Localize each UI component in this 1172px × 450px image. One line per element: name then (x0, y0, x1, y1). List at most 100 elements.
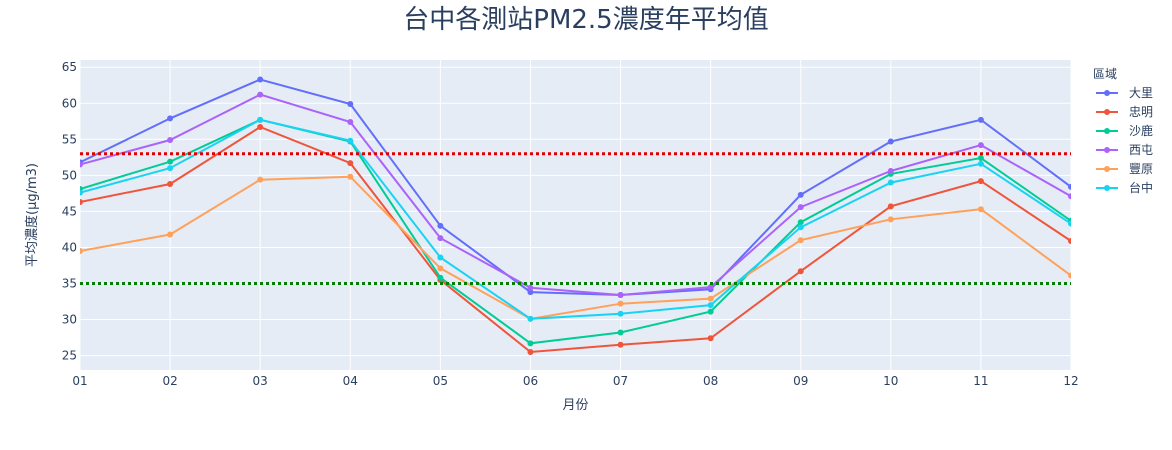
legend-swatch-marker (1104, 90, 1110, 96)
legend-label: 沙鹿 (1129, 123, 1153, 138)
y-tick-label: 55 (62, 132, 77, 146)
y-tick-label: 35 (62, 276, 77, 290)
data-point (797, 191, 804, 198)
legend-label: 台中 (1129, 180, 1153, 195)
data-point (347, 160, 354, 167)
x-tick-label: 04 (343, 374, 358, 388)
legend-title: 區域 (1093, 67, 1117, 81)
data-point (977, 155, 984, 162)
data-point (797, 204, 804, 211)
x-tick-label: 09 (793, 374, 808, 388)
legend-swatch-marker (1104, 147, 1110, 153)
data-point (1068, 237, 1071, 244)
data-point (527, 289, 534, 296)
data-point (887, 168, 894, 175)
data-point (437, 235, 444, 242)
legend-label: 豐原 (1129, 162, 1153, 176)
y-tick-label: 50 (62, 168, 77, 182)
data-point (887, 216, 894, 223)
series-line-5 (80, 118, 1071, 320)
x-tick-label: 05 (433, 374, 448, 388)
data-point (527, 340, 534, 347)
series-line-0 (80, 78, 1071, 297)
data-point (977, 206, 984, 213)
data-point (707, 302, 714, 309)
x-tick-label: 06 (523, 374, 538, 388)
data-point (167, 231, 174, 238)
data-point (347, 119, 354, 125)
data-point (347, 137, 354, 144)
data-point (257, 76, 264, 83)
data-point (527, 315, 534, 322)
chart-title: 台中各測站PM2.5濃度年平均值 (403, 5, 768, 35)
data-point (257, 116, 264, 123)
x-tick-label: 01 (72, 374, 87, 388)
data-point (527, 348, 534, 355)
data-point (257, 124, 264, 131)
data-point (707, 335, 714, 342)
data-point (167, 165, 174, 172)
data-point (977, 178, 984, 185)
data-point (257, 176, 264, 183)
y-tick-label: 45 (62, 204, 77, 218)
y-tick-label: 25 (62, 349, 77, 363)
x-tick-label: 12 (1063, 374, 1078, 388)
plot-background (80, 60, 1071, 370)
data-point (437, 274, 444, 281)
data-point (167, 115, 174, 122)
y-tick-label: 40 (62, 240, 77, 254)
data-point (1068, 183, 1071, 190)
data-point (617, 300, 624, 307)
data-point (797, 224, 804, 231)
x-tick-label: 08 (703, 374, 718, 388)
data-point (707, 295, 714, 302)
y-tick-label: 60 (62, 96, 77, 110)
data-point (977, 116, 984, 123)
legend-swatch-marker (1104, 166, 1110, 172)
data-point (617, 310, 624, 317)
series-line-1 (80, 125, 1071, 354)
data-point (80, 248, 83, 255)
x-tick-label: 02 (162, 374, 177, 388)
data-point (977, 142, 984, 149)
legend-swatch-marker (1104, 128, 1110, 134)
legend-label: 大里 (1129, 86, 1153, 100)
data-point (617, 341, 624, 348)
data-point (167, 137, 174, 144)
data-point (977, 160, 984, 167)
y-axis-title: 平均濃度(μg/m3) (24, 163, 40, 267)
x-tick-label: 07 (613, 374, 628, 388)
data-point (797, 219, 804, 226)
data-point (617, 329, 624, 336)
data-point (257, 91, 264, 98)
data-point (887, 179, 894, 186)
x-tick-label: 10 (883, 374, 898, 388)
x-tick-label: 03 (253, 374, 268, 388)
data-point (80, 199, 83, 206)
series-line-4 (80, 175, 1071, 320)
data-point (1068, 193, 1071, 200)
y-tick-label: 30 (62, 313, 77, 327)
x-axis-title: 月份 (562, 398, 588, 413)
legend-label: 西屯 (1129, 143, 1153, 157)
data-point (887, 203, 894, 210)
data-point (437, 265, 444, 272)
data-point (617, 292, 624, 299)
x-tick-label: 11 (973, 374, 988, 388)
data-point (797, 268, 804, 275)
data-point (167, 158, 174, 165)
data-point (707, 284, 714, 291)
data-point (437, 254, 444, 261)
data-point (167, 181, 174, 187)
data-point (887, 138, 894, 145)
data-point (707, 308, 714, 315)
y-tick-label: 65 (62, 60, 77, 74)
data-point (347, 173, 354, 180)
data-point (80, 189, 83, 196)
series-line-3 (80, 93, 1071, 297)
legend-swatch-marker (1104, 109, 1110, 115)
data-point (1068, 272, 1071, 279)
data-point (437, 222, 444, 229)
data-point (797, 237, 804, 244)
